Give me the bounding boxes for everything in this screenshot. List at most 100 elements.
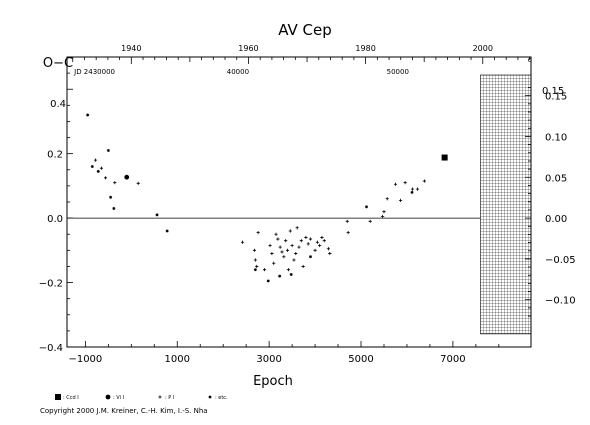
year-tick-label: 2000 bbox=[473, 44, 493, 53]
data-point-plus bbox=[113, 181, 117, 185]
hatched-region bbox=[480, 74, 532, 335]
data-point-plus bbox=[393, 182, 398, 186]
data-point-plus bbox=[415, 187, 420, 191]
legend: : Ccd I : Vi I : P I : etc. bbox=[55, 394, 228, 401]
right-tick-label: −0.05 bbox=[545, 255, 576, 266]
jd-label: 40000 bbox=[227, 68, 249, 76]
x-tick-label: 3000 bbox=[256, 354, 281, 365]
right-tick-label: 0.00 bbox=[545, 214, 567, 225]
data-point-star bbox=[112, 206, 116, 210]
top-year-axis: 1940 1960 1980 2000 bbox=[72, 44, 531, 64]
plot-frame bbox=[66, 56, 532, 348]
y-tick-label: −0.4 bbox=[39, 343, 63, 354]
data-point-plus bbox=[346, 231, 350, 235]
data-point-star bbox=[109, 195, 113, 199]
legend-marker-plus bbox=[158, 395, 162, 399]
data-point-plus bbox=[308, 237, 313, 241]
copyright-note: Copyright 2000 J.M. Kreiner, C.-H. Kim, … bbox=[40, 407, 208, 415]
data-point-plus bbox=[290, 243, 294, 248]
legend-marker-star bbox=[208, 395, 212, 399]
data-point-plus bbox=[93, 158, 98, 162]
year-tick-label: 1980 bbox=[355, 44, 375, 53]
data-point-plus bbox=[286, 268, 291, 272]
jd-axis: JD 2430000 40000 50000 bbox=[73, 68, 409, 76]
data-point-star bbox=[308, 255, 312, 259]
data-point-plus bbox=[299, 239, 303, 243]
data-point-star bbox=[86, 113, 90, 117]
data-point-plus bbox=[368, 219, 372, 223]
data-point-square bbox=[441, 154, 448, 161]
data-point-plus bbox=[326, 247, 331, 251]
data-point-plus bbox=[276, 237, 280, 241]
x-tick-label: 7000 bbox=[440, 354, 465, 365]
data-point-star bbox=[278, 274, 282, 278]
chart-title: AV Cep bbox=[278, 21, 332, 39]
x-tick-label: 5000 bbox=[348, 354, 373, 365]
right-tick-label: 0.05 bbox=[545, 173, 567, 184]
x-tick-label: −1000 bbox=[68, 354, 102, 365]
right-tick-label: 0.15 bbox=[545, 92, 567, 103]
data-point-plus bbox=[272, 261, 276, 265]
data-point-plus bbox=[256, 231, 260, 235]
data-point-plus bbox=[270, 251, 274, 256]
data-point-plus bbox=[381, 214, 385, 219]
legend-label: : P I bbox=[165, 395, 174, 401]
data-point-star bbox=[90, 165, 94, 169]
data-point-plus bbox=[322, 239, 326, 243]
data-point-plus bbox=[278, 245, 282, 249]
data-point-plus bbox=[284, 239, 288, 243]
data-point-plus bbox=[328, 251, 332, 256]
data-point-plus bbox=[253, 258, 257, 262]
data-point-star bbox=[253, 268, 257, 272]
top-axis-marker: d bbox=[528, 56, 532, 64]
left-marker-label: 0.4 bbox=[50, 99, 66, 110]
y-tick-label: 0.2 bbox=[47, 150, 63, 161]
legend-marker-dot bbox=[105, 394, 111, 400]
data-point-star bbox=[96, 169, 100, 173]
data-point-plus bbox=[295, 226, 299, 230]
data-point-plus bbox=[403, 181, 407, 185]
data-point-plus bbox=[382, 210, 386, 214]
jd-label: JD 2430000 bbox=[73, 68, 115, 76]
legend-label: : Vi I bbox=[113, 395, 124, 401]
data-point-plus bbox=[385, 197, 389, 201]
data-point-star bbox=[289, 273, 293, 276]
data-point-plus bbox=[288, 229, 292, 233]
x-tick-label: 1000 bbox=[165, 354, 190, 365]
data-point-plus bbox=[422, 179, 427, 183]
data-point-plus bbox=[255, 264, 259, 269]
data-point-star bbox=[410, 190, 414, 194]
right-tick-label: −0.10 bbox=[545, 296, 576, 307]
data-point-plus bbox=[320, 235, 324, 240]
data-point-plus bbox=[301, 264, 305, 269]
data-point-plus bbox=[99, 166, 104, 170]
legend-marker-square bbox=[55, 394, 61, 400]
y-axis: −0.4 −0.2 0.0 0.2 bbox=[39, 56, 73, 354]
data-point-plus bbox=[103, 176, 108, 180]
data-point-plus bbox=[398, 198, 403, 202]
y-tick-label: −0.2 bbox=[39, 279, 63, 290]
legend-label: : Ccd I bbox=[63, 395, 79, 401]
data-point-star bbox=[266, 279, 270, 283]
data-point-plus bbox=[240, 240, 245, 244]
data-point-plus bbox=[410, 187, 415, 191]
right-marker-label: 0.15 bbox=[542, 86, 564, 97]
jd-label: 50000 bbox=[387, 68, 409, 76]
data-point-star bbox=[155, 213, 159, 217]
data-point-star bbox=[106, 148, 110, 152]
year-tick-label: 1940 bbox=[121, 44, 141, 53]
data-point-plus bbox=[282, 255, 286, 259]
data-point-plus bbox=[292, 258, 296, 262]
data-point-plus bbox=[345, 219, 349, 223]
data-point-plus bbox=[262, 268, 267, 272]
x-axis-label: Epoch bbox=[253, 374, 293, 389]
data-point-star bbox=[165, 229, 169, 233]
data-point-star bbox=[365, 205, 369, 209]
data-point-plus bbox=[313, 248, 317, 252]
data-point-plus bbox=[252, 248, 257, 252]
year-tick-label: 1960 bbox=[238, 44, 258, 53]
data-point-plus bbox=[304, 235, 308, 240]
data-points bbox=[86, 113, 448, 283]
legend-label: : etc. bbox=[215, 395, 228, 401]
